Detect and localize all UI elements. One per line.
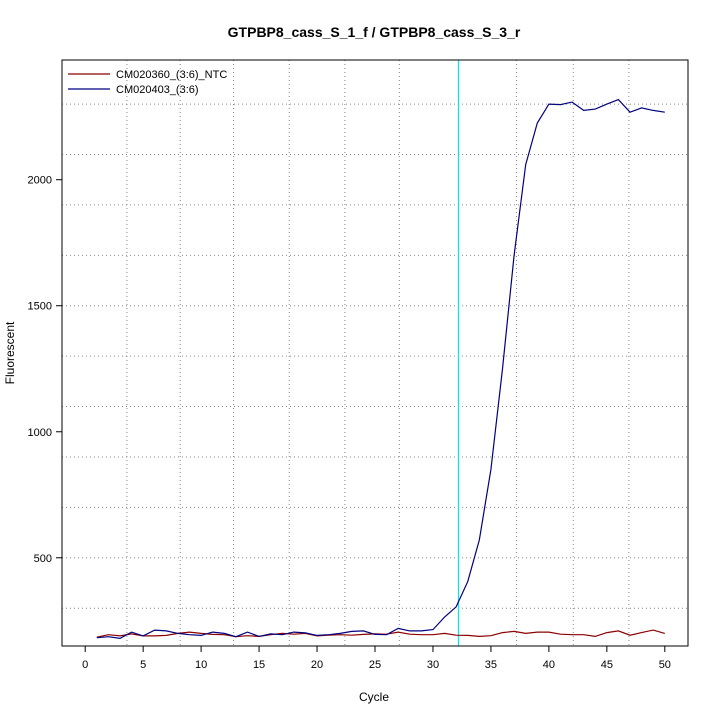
x-tick-label: 25 [369,659,381,671]
legend-label: CM020360_(3:6)_NTC [116,69,227,81]
y-tick-label: 1000 [28,427,52,439]
x-tick-label: 35 [485,659,497,671]
x-tick-label: 10 [195,659,207,671]
grid-lines [62,60,688,646]
chart-title: GTPBP8_cass_S_1_f / GTPBP8_cass_S_3_r [228,24,521,40]
legend: CM020360_(3:6)_NTC CM020403_(3:6) [68,69,227,96]
x-tick-label: 15 [253,659,265,671]
y-tick-label: 1500 [28,301,52,313]
x-tick-label: 45 [601,659,613,671]
x-tick-label: 20 [311,659,323,671]
x-axis-label: Cycle [359,690,389,704]
series-line-2 [96,98,665,640]
x-tick-label: 30 [427,659,439,671]
y-axis: 500 1000 1500 2000 [28,175,62,565]
y-tick-label: 2000 [28,175,52,187]
legend-label: CM020403_(3:6) [116,84,199,96]
x-tick-label: 5 [140,659,146,671]
x-tick-label: 0 [82,659,88,671]
x-axis: 0 5 10 15 20 25 30 35 40 45 50 [82,646,671,671]
y-tick-label: 500 [34,553,52,565]
series-lines [96,98,665,640]
x-tick-label: 40 [543,659,555,671]
y-axis-label: Fluorescent [3,321,17,384]
x-tick-label: 50 [659,659,671,671]
